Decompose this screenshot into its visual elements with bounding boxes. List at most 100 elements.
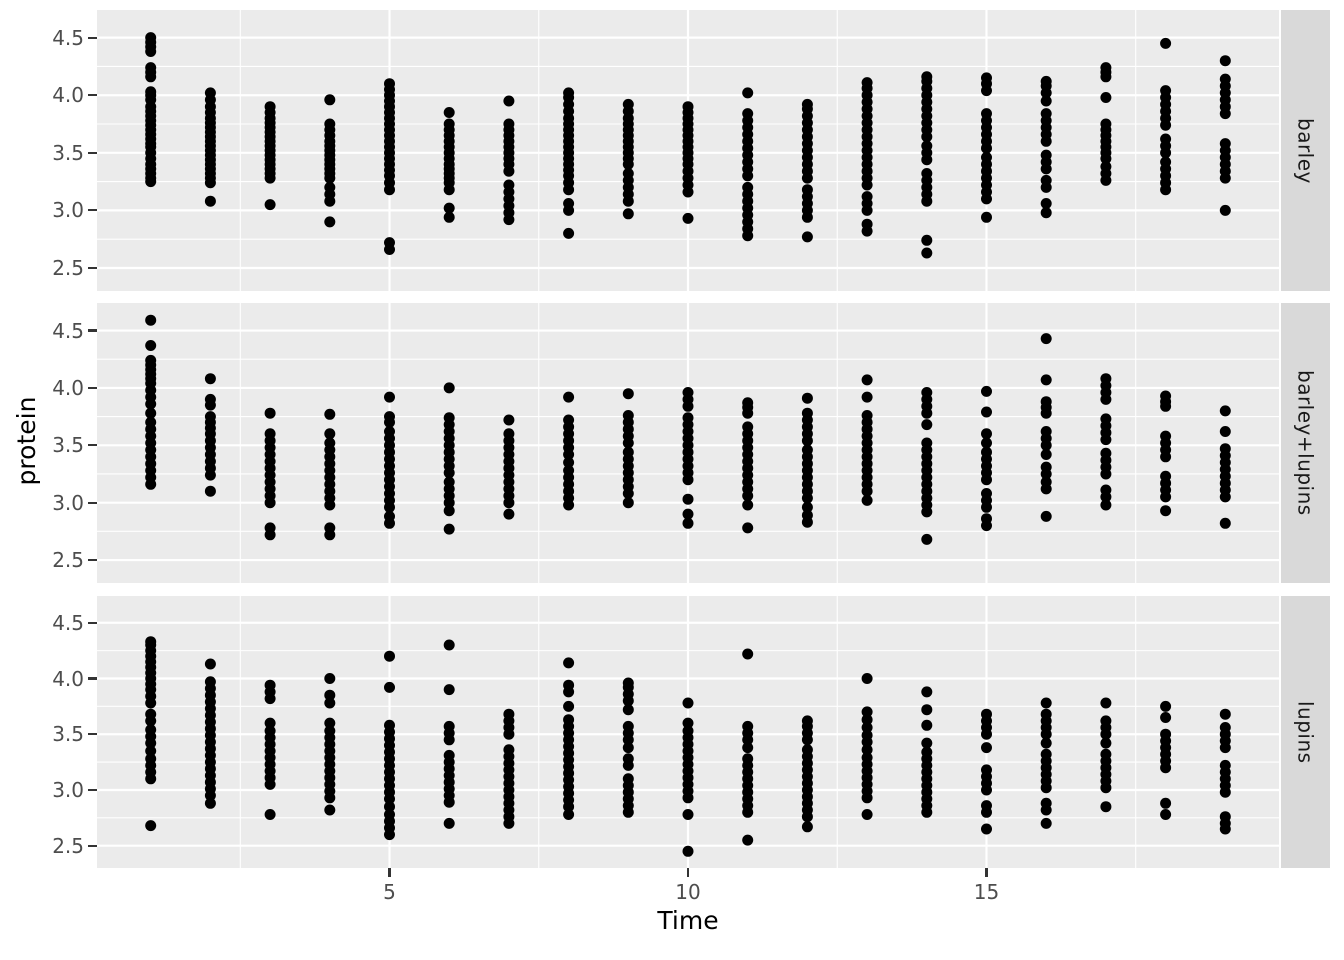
data-point — [204, 658, 216, 670]
x-tick-label: 5 — [383, 880, 396, 904]
data-point — [1100, 737, 1112, 749]
facet-strip-barley: barley — [1281, 10, 1330, 291]
data-point — [1160, 133, 1172, 145]
data-point — [1040, 95, 1052, 107]
data-point — [921, 419, 933, 431]
data-point — [861, 673, 873, 684]
data-point — [742, 397, 754, 409]
y-tick-label: 3.5 — [52, 722, 84, 747]
data-point — [563, 87, 575, 99]
data-point — [622, 742, 634, 754]
data-point — [264, 407, 276, 419]
data-point — [1040, 737, 1052, 749]
data-point — [145, 416, 157, 428]
data-point — [324, 428, 336, 440]
data-point — [324, 717, 336, 729]
data-point — [981, 823, 992, 835]
y-tick-mark — [88, 209, 97, 212]
data-point — [1040, 108, 1052, 120]
data-point — [921, 140, 933, 152]
data-point — [324, 118, 336, 130]
data-point — [861, 752, 873, 764]
data-point — [1040, 797, 1052, 809]
data-point — [324, 697, 336, 709]
y-tick-mark — [88, 677, 97, 680]
data-point — [682, 697, 694, 709]
data-point — [1040, 333, 1052, 345]
data-point — [264, 679, 276, 691]
data-point — [324, 181, 336, 193]
data-point — [801, 744, 813, 756]
facet-strip-label: lupins — [1293, 700, 1318, 764]
data-point — [1040, 708, 1052, 720]
x-axis-title: Time — [657, 906, 719, 935]
data-point — [742, 753, 754, 765]
data-point — [981, 437, 992, 449]
data-point — [145, 340, 157, 351]
data-point — [1040, 198, 1052, 209]
data-point — [503, 95, 515, 107]
data-point — [1219, 708, 1231, 720]
data-point — [264, 101, 276, 113]
facet-strip-label: barley+lupins — [1293, 370, 1318, 516]
data-point — [384, 801, 395, 813]
data-point — [1040, 449, 1052, 460]
data-point — [1040, 510, 1052, 522]
data-point — [264, 809, 276, 820]
data-point — [384, 237, 395, 249]
data-point — [443, 523, 455, 535]
data-point — [204, 676, 216, 688]
y-tick-label: 4.5 — [52, 25, 84, 50]
data-point — [801, 501, 813, 513]
panel-lupins — [97, 596, 1279, 868]
data-point — [324, 673, 336, 684]
data-point — [1219, 204, 1231, 216]
data-point — [145, 724, 157, 736]
data-point — [204, 373, 216, 385]
data-point — [801, 98, 813, 110]
data-point — [861, 77, 873, 89]
data-point — [563, 679, 575, 691]
data-point — [981, 764, 992, 776]
data-point — [1040, 396, 1052, 408]
data-point — [145, 407, 157, 419]
data-point — [1219, 426, 1231, 437]
facet-strip-barley+lupins: barley+lupins — [1281, 303, 1330, 583]
data-point — [682, 725, 694, 737]
data-point — [1219, 73, 1231, 85]
x-tick-label: 15 — [973, 880, 1000, 904]
data-point — [1219, 138, 1231, 150]
data-point — [682, 212, 694, 224]
y-tick-label: 2.5 — [52, 256, 84, 280]
y-tick-mark — [88, 36, 97, 39]
data-point — [1160, 797, 1172, 809]
panel-canvas-barley — [97, 10, 1279, 291]
data-point — [981, 385, 992, 397]
y-tick-mark — [88, 444, 97, 447]
data-point — [861, 494, 873, 506]
data-point — [981, 742, 992, 754]
data-point — [622, 497, 634, 509]
data-point — [204, 797, 216, 809]
data-point — [682, 387, 694, 398]
data-point — [145, 820, 157, 832]
data-point — [1160, 85, 1172, 97]
y-tick-mark — [88, 788, 97, 792]
data-point — [1160, 37, 1172, 49]
data-point — [981, 72, 992, 84]
data-point — [563, 391, 575, 403]
data-point — [443, 382, 455, 394]
data-point — [622, 410, 634, 421]
data-point — [1100, 62, 1112, 74]
data-point — [384, 78, 395, 90]
y-tick-mark — [88, 266, 97, 270]
x-tick-label: 10 — [675, 880, 701, 904]
data-point — [384, 391, 395, 403]
data-point — [443, 639, 455, 651]
data-point — [264, 717, 276, 729]
data-point — [1219, 55, 1231, 67]
data-point — [1160, 390, 1172, 402]
data-point — [443, 211, 455, 223]
data-point — [563, 227, 575, 239]
